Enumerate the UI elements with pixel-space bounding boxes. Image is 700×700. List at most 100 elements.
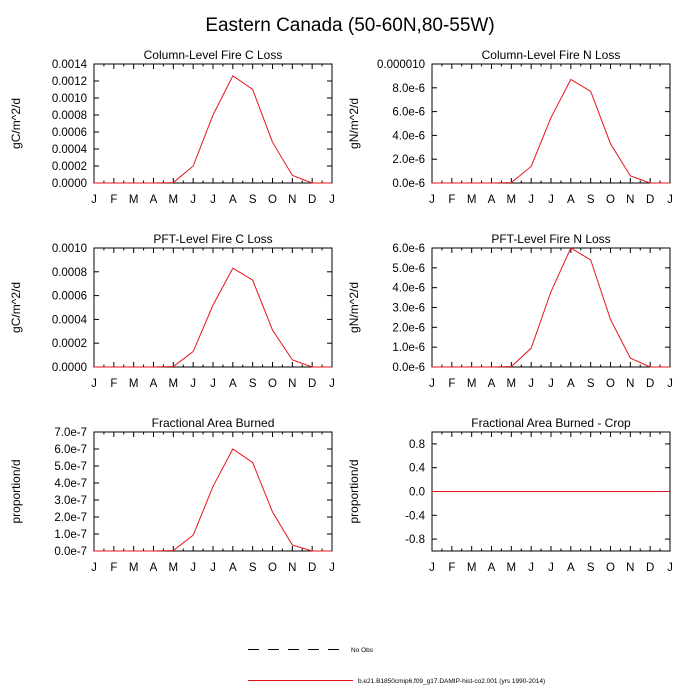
x-tick-label: F: [110, 194, 117, 206]
plot-frame: [93, 431, 333, 552]
x-tick-label: J: [91, 562, 97, 574]
series-line-model: [432, 78, 670, 184]
x-tick-label: N: [626, 194, 634, 206]
x-tick-label: N: [626, 562, 634, 574]
x-tick-label: N: [288, 378, 296, 390]
x-tick-label: A: [488, 194, 496, 206]
x-tick-label: A: [150, 194, 158, 206]
x-tick-label: F: [448, 194, 455, 206]
x-tick-label: A: [229, 194, 237, 206]
x-tick-label: M: [467, 194, 477, 206]
y-tick-label: 2.0e-6: [392, 154, 425, 166]
x-tick-label: J: [329, 562, 335, 574]
x-tick-label: D: [308, 378, 316, 390]
y-tick-label: 1.0e-6: [392, 342, 425, 354]
x-tick-label: J: [667, 378, 673, 390]
x-tick-label: J: [548, 378, 554, 390]
x-tick-label: J: [190, 562, 196, 574]
x-tick-label: J: [210, 378, 216, 390]
y-tick-label: 7.0e-7: [54, 427, 87, 439]
x-tick-label: J: [190, 378, 196, 390]
x-tick-label: O: [606, 562, 615, 574]
y-tick-label: 0.0000: [52, 178, 87, 190]
plot-frame: [431, 247, 671, 368]
y-tick-label: 0.0006: [52, 127, 87, 139]
x-tick-label: F: [448, 562, 455, 574]
x-tick-label: M: [169, 562, 179, 574]
legend-obs-label: No Obs: [351, 647, 374, 654]
y-tick-label: 0.0006: [52, 291, 87, 303]
x-tick-label: S: [249, 194, 257, 206]
y-tick-label: 0.0002: [52, 161, 87, 173]
x-tick-label: J: [329, 378, 335, 390]
y-axis-label: gN/m^2/d: [347, 282, 361, 333]
x-tick-label: O: [268, 194, 277, 206]
x-tick-label: S: [587, 194, 595, 206]
y-tick-label: 0.8: [409, 439, 425, 451]
y-tick-label: 0.0002: [52, 338, 87, 350]
y-tick-label: 1.0e-7: [54, 529, 87, 541]
x-tick-label: J: [667, 562, 673, 574]
legend-model-label: b.e21.B1850cmip6.f09_g17.DAMIP-hist-co2.…: [358, 678, 545, 685]
x-tick-label: N: [288, 194, 296, 206]
y-tick-label: 0.0e-7: [54, 546, 87, 558]
x-tick-label: J: [429, 562, 435, 574]
x-tick-label: M: [129, 562, 139, 574]
x-tick-label: M: [507, 562, 517, 574]
x-tick-label: J: [91, 194, 97, 206]
x-tick-label: M: [129, 194, 139, 206]
panel-title: Fractional Area Burned: [152, 416, 275, 430]
y-tick-label: 5.0e-6: [392, 263, 425, 275]
y-axis-label: proportion/d: [347, 459, 361, 523]
panel-title: Column-Level Fire C Loss: [144, 48, 283, 62]
x-tick-label: N: [626, 378, 634, 390]
x-tick-label: A: [567, 194, 575, 206]
x-tick-label: D: [646, 194, 654, 206]
y-axis-label: gC/m^2/d: [9, 282, 23, 333]
x-tick-label: J: [190, 194, 196, 206]
x-tick-label: A: [488, 562, 496, 574]
x-tick-label: M: [129, 378, 139, 390]
y-axis-label: gN/m^2/d: [347, 98, 361, 149]
panel-title: Fractional Area Burned - Crop: [471, 416, 631, 430]
panel-title: PFT-Level Fire C Loss: [153, 232, 272, 246]
x-tick-label: J: [210, 562, 216, 574]
y-tick-label: 0.4: [409, 463, 426, 475]
series-line-model: [94, 75, 332, 184]
x-tick-label: J: [548, 562, 554, 574]
x-tick-label: O: [268, 562, 277, 574]
y-tick-label: 3.0e-7: [54, 495, 87, 507]
x-tick-label: D: [646, 378, 654, 390]
y-axis-label: gC/m^2/d: [9, 98, 23, 149]
x-tick-label: J: [548, 194, 554, 206]
x-tick-label: M: [507, 194, 517, 206]
x-tick-label: J: [329, 194, 335, 206]
y-tick-label: 0.0e-6: [392, 178, 425, 190]
y-tick-label: 0.0004: [52, 314, 88, 326]
x-tick-label: J: [91, 378, 97, 390]
x-tick-label: M: [507, 378, 517, 390]
x-tick-label: J: [528, 194, 534, 206]
plot-frame: [93, 247, 333, 368]
y-axis-label: proportion/d: [9, 459, 23, 523]
y-tick-label: 3.0e-6: [392, 303, 425, 315]
y-tick-label: -0.8: [405, 534, 425, 546]
x-tick-label: J: [429, 194, 435, 206]
panel-title: Column-Level Fire N Loss: [482, 48, 621, 62]
y-tick-label: 0.0010: [52, 243, 87, 255]
y-tick-label: 6.0e-6: [392, 107, 425, 119]
x-tick-label: A: [229, 378, 237, 390]
y-tick-label: 0.0012: [52, 76, 87, 88]
x-tick-label: O: [268, 378, 277, 390]
x-tick-label: N: [288, 562, 296, 574]
x-tick-label: S: [587, 562, 595, 574]
y-tick-label: 0.0004: [52, 144, 88, 156]
series-line-model: [432, 247, 670, 368]
y-tick-label: 0.0008: [52, 267, 87, 279]
x-tick-label: D: [308, 194, 316, 206]
